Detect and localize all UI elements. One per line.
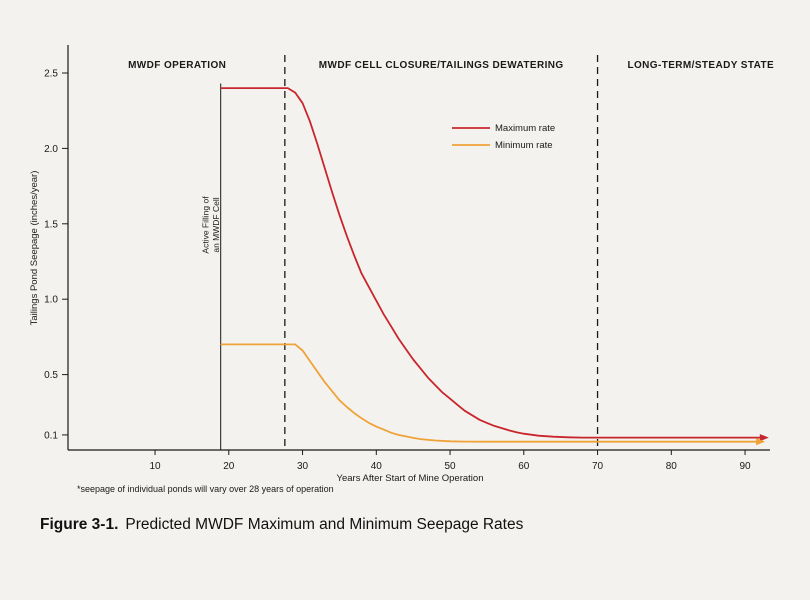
max-rate-line [220, 87, 761, 439]
x-tick-label: 40 [371, 461, 383, 472]
y-tick-label: 2.5 [44, 69, 58, 80]
x-tick-label: 90 [739, 461, 751, 472]
phase-label: LONG-TERM/STEADY STATE [628, 60, 775, 71]
active-filling-label: Active Filling of [201, 196, 211, 254]
footnote: *seepage of individual ponds will vary o… [77, 484, 334, 494]
y-tick-label: 2.0 [44, 144, 58, 155]
x-tick-label: 80 [666, 461, 678, 472]
seepage-chart-figure: 10 20 30 40 50 60 70 80 90 0.1 0.5 1.0 1.5 2.0 2.5 MWDF… [29, 45, 775, 494]
figure-caption: Figure 3-1. Predicted MWDF Maximum and Mi… [40, 516, 523, 534]
x-tick-label: 50 [444, 461, 456, 472]
max-rate-arrowhead [759, 434, 769, 442]
active-filling-label: an MWDF Cell [211, 197, 221, 252]
y-tick-label: 0.1 [44, 430, 58, 441]
y-tick-label: 0.5 [44, 370, 58, 381]
phase-label: MWDF CELL CLOSURE/TAILINGS DEWATERING [319, 60, 564, 71]
x-tick-label: 70 [592, 461, 604, 472]
figure-title: Predicted MWDF Maximum and Minimum Seepa… [125, 516, 524, 533]
legend-label-maximum: Maximum rate [495, 123, 555, 134]
x-tick-label: 10 [149, 461, 161, 472]
x-axis-title: Years After Start of Mine Operation [337, 473, 484, 484]
legend-label-minimum: Minimum rate [495, 140, 553, 151]
min-rate-arrowhead [756, 438, 766, 446]
y-tick-label: 1.5 [44, 219, 58, 230]
x-tick-label: 30 [297, 461, 309, 472]
phase-label: MWDF OPERATION [128, 60, 226, 71]
y-tick-label: 1.0 [44, 295, 58, 306]
x-tick-label: 20 [223, 461, 235, 472]
seepage-chart: 10 20 30 40 50 60 70 80 90 0.1 0.5 1.0 1.5 2.0 2.5 MWDF… [29, 45, 775, 494]
x-tick-label: 60 [518, 461, 530, 472]
min-rate-line [220, 343, 757, 443]
y-axis-title: Tailings Pond Seepage (inches/year) [29, 171, 40, 326]
figure-number: Figure 3-1. [40, 516, 119, 533]
